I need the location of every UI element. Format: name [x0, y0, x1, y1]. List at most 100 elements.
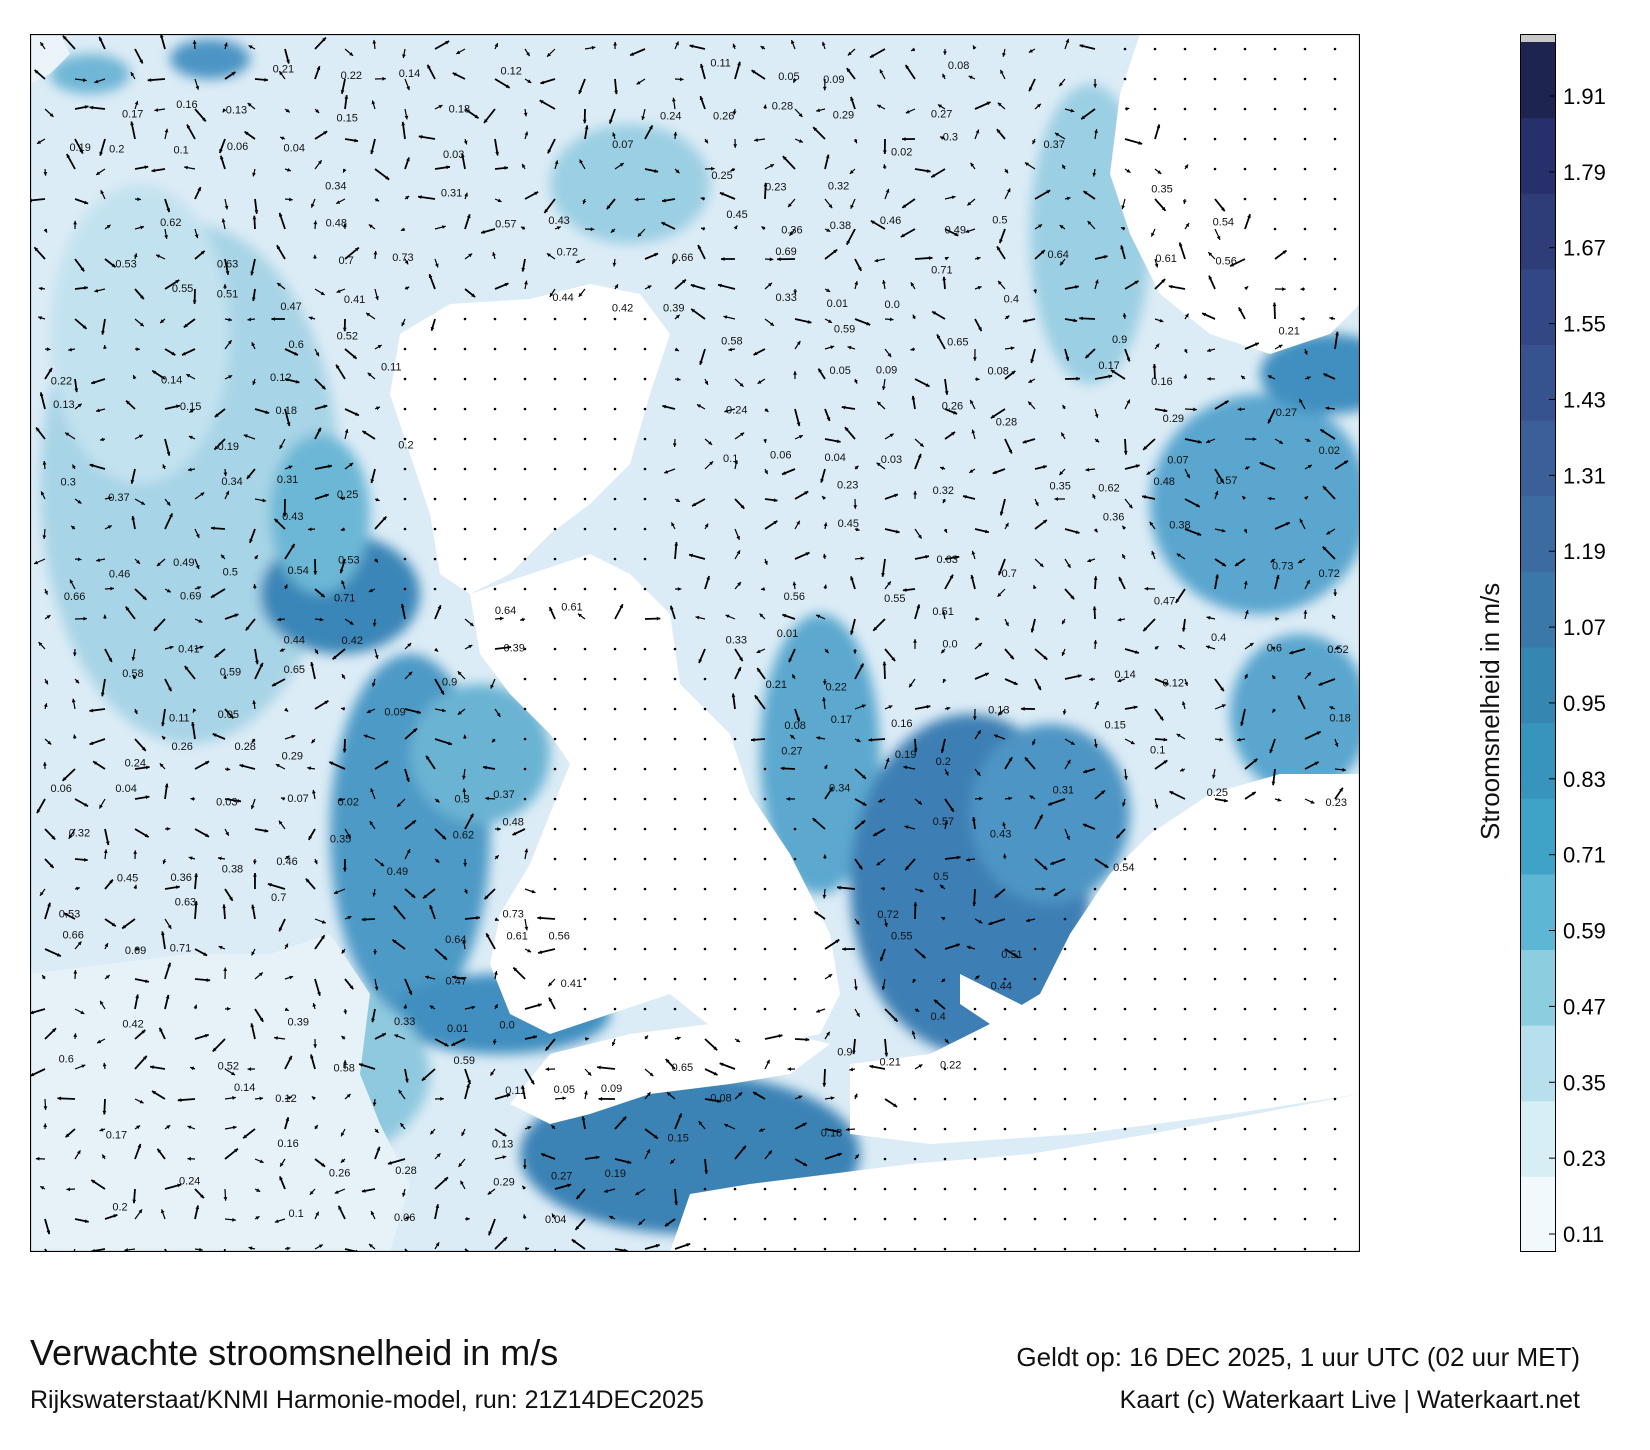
vector-dot [703, 797, 707, 801]
vector-arrowhead [341, 1132, 345, 1137]
speed-value-label: 0.51 [217, 288, 238, 300]
vector-arrowhead [545, 1046, 550, 1051]
current-speed-map: 0.210.22 0.14 0.120.110.05 0.090.080.170.16… [30, 34, 1360, 1252]
vector-arrowhead [247, 317, 252, 322]
colorbar-tick-label: 0.35 [1563, 1070, 1606, 1095]
vector-dot [793, 1247, 797, 1251]
vector-arrowhead [371, 1018, 375, 1023]
speed-value-label: 0.32 [828, 180, 849, 192]
vector-dot [613, 947, 617, 951]
vector-dot [1123, 887, 1127, 891]
vector-dot [493, 497, 497, 501]
vector-arrowhead [46, 615, 51, 619]
vector-arrowhead [1253, 758, 1258, 763]
vector-arrowhead [681, 279, 686, 284]
vector-arrowhead [251, 738, 256, 743]
vector-arrowhead [74, 388, 79, 393]
speed-value-label: 0.57 [933, 816, 954, 828]
vector-arrowhead [77, 941, 82, 946]
vector-arrowhead [788, 203, 792, 208]
vector-arrowhead [889, 317, 894, 322]
vector-arrowhead [52, 1028, 56, 1033]
vector-arrowhead [917, 453, 922, 458]
vector-arrowhead [251, 342, 256, 347]
vector-arrowhead [849, 170, 854, 174]
vector-dot [643, 677, 647, 681]
speed-value-label: 0.72 [877, 909, 898, 921]
vector-arrowhead [1094, 129, 1098, 133]
vector-arrowhead [711, 166, 715, 171]
vector-dot [883, 1247, 887, 1251]
vector-arrowhead [223, 472, 228, 477]
colorbar-band [1520, 571, 1555, 648]
vector-dot [583, 797, 587, 801]
vector-arrowhead [188, 435, 193, 440]
vector-dot [913, 1157, 917, 1161]
speed-value-label: 0.21 [273, 64, 294, 76]
vector-arrowhead [394, 1034, 399, 1038]
vector-arrowhead [724, 409, 729, 413]
vector-arrowhead [203, 952, 208, 956]
vector-arrowhead [770, 322, 775, 326]
vector-dot [1273, 887, 1277, 891]
vector-arrowhead [597, 1065, 601, 1070]
vector-arrowhead [108, 658, 112, 663]
vector-arrowhead [255, 660, 259, 665]
vector-arrowhead [807, 319, 812, 324]
vector-arrowhead [404, 260, 409, 265]
colorbar-tick-label: 1.79 [1563, 160, 1606, 185]
speed-value-label: 0.13 [226, 105, 247, 117]
vector-dot [643, 947, 647, 951]
vector-dot [493, 347, 497, 351]
speed-value-label: 0.5 [933, 871, 948, 883]
vector-arrowhead [954, 232, 959, 236]
colorbar-tick-label: 1.67 [1563, 236, 1606, 261]
vector-arrowhead [837, 885, 841, 890]
vector-arrowhead [65, 432, 70, 437]
vector-arrowhead [1014, 954, 1019, 958]
vector-arrowhead [698, 659, 703, 664]
vector-dot [853, 1217, 857, 1221]
vector-arrowhead [1161, 279, 1166, 283]
vector-arrowhead [457, 710, 462, 715]
vector-arrowhead [941, 978, 946, 983]
vector-arrowhead [259, 1159, 264, 1163]
vector-arrowhead [329, 761, 334, 766]
vector-arrowhead [40, 1186, 45, 1190]
vector-arrowhead [47, 740, 52, 745]
vector-arrowhead [976, 256, 981, 261]
vector-arrowhead [494, 43, 498, 48]
vector-arrowhead [672, 443, 677, 448]
vector-arrowhead [1143, 446, 1148, 450]
vector-dot [1243, 947, 1247, 951]
vector-arrowhead [942, 499, 947, 504]
speed-value-label: 0.48 [326, 217, 347, 229]
vector-arrowhead [538, 950, 543, 955]
vector-arrowhead [793, 290, 798, 295]
vector-dot [1153, 107, 1157, 111]
vector-arrowhead [416, 710, 421, 714]
vector-arrowhead [466, 1083, 470, 1088]
vector-dot [943, 1067, 947, 1071]
vector-arrowhead [1251, 792, 1256, 796]
vector-arrowhead [1030, 359, 1035, 363]
vector-dot [1183, 47, 1187, 51]
vector-arrowhead [764, 470, 768, 475]
vector-arrowhead [524, 926, 529, 931]
colorbar-tick-label: 1.55 [1563, 312, 1606, 337]
vector-arrowhead [855, 1154, 859, 1159]
vector-arrowhead [1085, 354, 1090, 359]
vector-arrowhead [195, 85, 200, 90]
vector-dot [583, 377, 587, 381]
vector-arrowhead [971, 429, 976, 434]
vector-dot [493, 317, 497, 321]
vector-arrowhead [250, 1023, 255, 1028]
colorbar-band [1520, 1176, 1555, 1252]
speed-value-label: 0.44 [284, 634, 305, 646]
vector-dot [1063, 1097, 1067, 1101]
vector-dot [883, 1187, 887, 1191]
vector-arrowhead [1042, 465, 1047, 469]
vector-arrowhead [451, 1042, 456, 1046]
speed-value-label: 0.05 [829, 365, 850, 377]
vector-arrowhead [404, 115, 409, 120]
